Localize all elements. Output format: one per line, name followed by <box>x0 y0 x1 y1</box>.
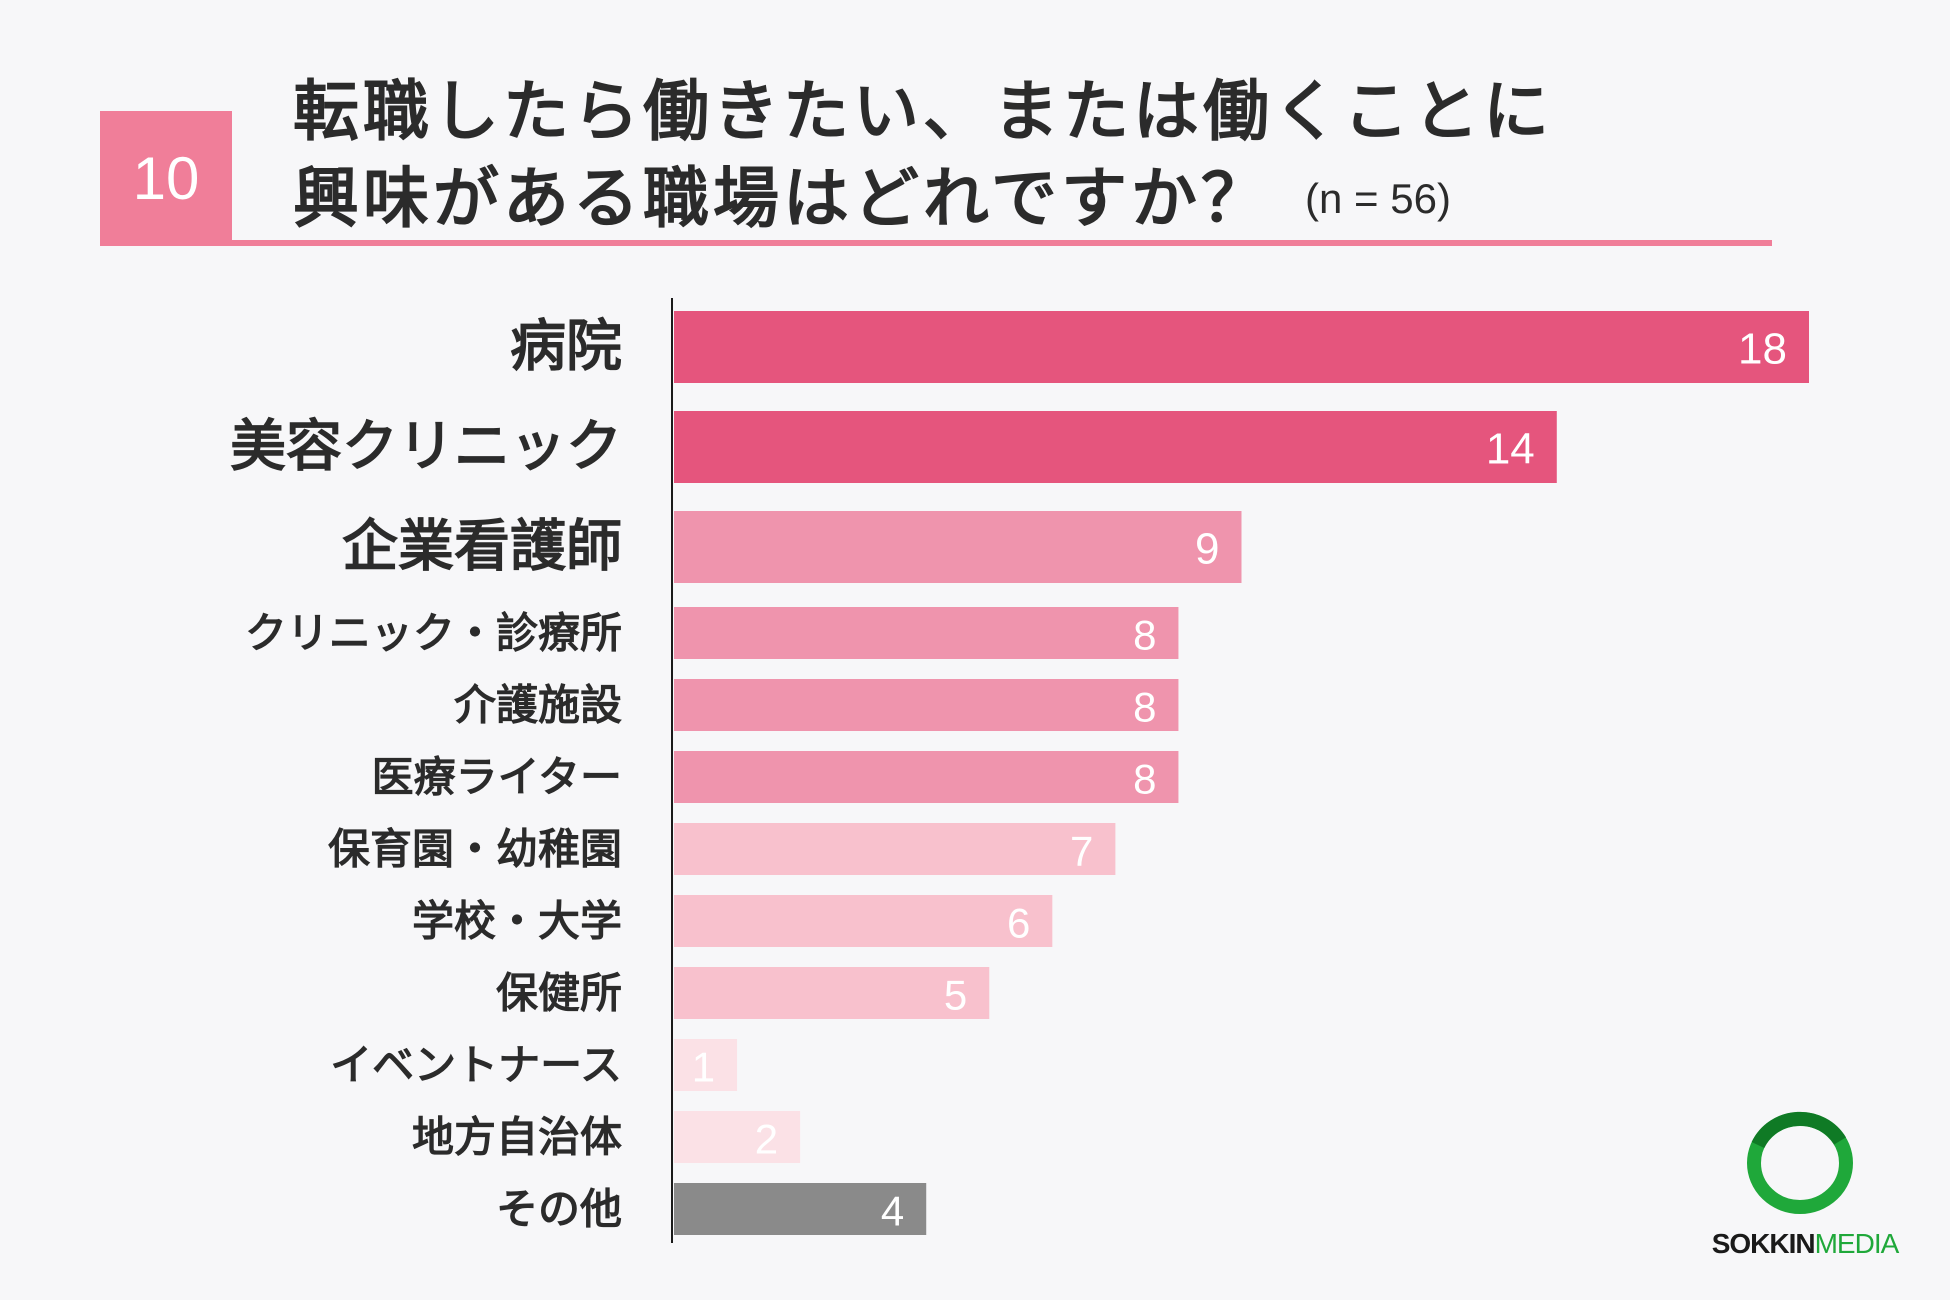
question-number-badge: 10 <box>100 111 232 245</box>
question-title-line2: 興味がある職場はどれですか？ (n = 56) <box>293 145 1451 241</box>
bar-9 <box>674 967 990 1019</box>
value-label-2: 14 <box>1486 425 1535 474</box>
category-label-2: 美容クリニック <box>230 415 622 480</box>
value-label-6: 8 <box>1133 756 1156 803</box>
bar-7 <box>674 823 1116 875</box>
title-underline <box>100 240 1772 246</box>
bar-3 <box>674 511 1242 583</box>
category-label-7: 保育園・幼稚園 <box>328 825 622 874</box>
green-ring-logo-icon <box>1747 1111 1853 1214</box>
category-label-4: クリニック・診療所 <box>245 609 622 658</box>
question-title-line2-text: 興味がある職場はどれですか？ <box>293 160 1272 237</box>
category-label-11: 地方自治体 <box>412 1113 622 1162</box>
value-label-3: 9 <box>1195 525 1219 574</box>
category-label-8: 学校・大学 <box>412 897 622 946</box>
value-label-11: 2 <box>755 1116 778 1163</box>
value-label-12: 4 <box>881 1188 904 1235</box>
value-label-10: 1 <box>692 1044 715 1091</box>
value-label-4: 8 <box>1133 612 1156 659</box>
category-label-10: イベントナース <box>330 1041 622 1090</box>
category-label-9: 保健所 <box>496 969 622 1018</box>
bar-10 <box>674 1039 738 1091</box>
question-title-line1: 転職したら働きたい、または働くことに <box>293 73 1553 150</box>
bar-8 <box>674 895 1053 947</box>
value-label-7: 7 <box>1070 828 1093 875</box>
bar-5 <box>674 679 1179 731</box>
brand-wordmark: SOKKINMEDIA <box>1700 1228 1910 1260</box>
value-label-1: 18 <box>1738 325 1787 374</box>
bar-12 <box>674 1183 927 1235</box>
bar-1 <box>674 311 1809 383</box>
category-label-6: 医療ライター <box>372 753 622 802</box>
value-label-8: 6 <box>1007 900 1030 947</box>
category-label-5: 介護施設 <box>454 681 622 730</box>
brand-part2: MEDIA <box>1814 1228 1900 1259</box>
bar-2 <box>674 411 1557 483</box>
bar-11 <box>674 1111 801 1163</box>
category-label-3: 企業看護師 <box>342 515 622 580</box>
sample-size-label: (n = 56) <box>1305 175 1451 222</box>
bar-6 <box>674 751 1179 803</box>
brand-part1: SOKKIN <box>1711 1228 1816 1259</box>
bar-4 <box>674 607 1179 659</box>
value-label-5: 8 <box>1133 684 1156 731</box>
value-label-9: 5 <box>944 972 967 1019</box>
category-label-1: 病院 <box>510 315 622 380</box>
category-label-12: その他 <box>496 1185 622 1234</box>
